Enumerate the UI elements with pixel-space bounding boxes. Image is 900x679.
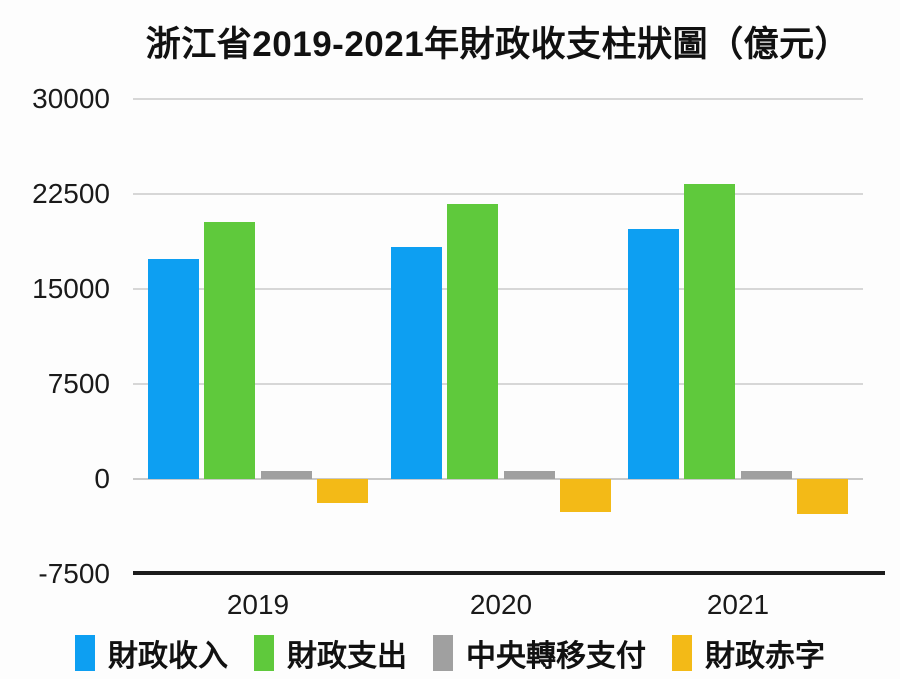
legend-swatch-中央轉移支付 xyxy=(433,635,453,671)
x-tick-label-2021: 2021 xyxy=(706,589,770,620)
bar-group-2020 xyxy=(391,99,611,574)
bar-group-2021 xyxy=(628,99,848,574)
legend-swatch-財政收入 xyxy=(75,635,95,671)
bar-財政收入-2021 xyxy=(628,229,679,479)
x-tick-label-2019: 2019 xyxy=(226,589,290,620)
legend: 財政收入 財政支出 中央轉移支付 財政赤字 xyxy=(0,631,900,675)
gridline-0 xyxy=(133,478,863,480)
gridline-22500 xyxy=(133,193,863,195)
chart-title: 浙江省2019-2021年財政收支柱狀圖（億元） xyxy=(145,25,851,64)
bar-財政赤字-2020 xyxy=(559,479,611,512)
y-tick-label--7500: -7500 xyxy=(38,558,110,589)
bar-中央轉移支付-2019 xyxy=(260,471,312,479)
y-tick-label-22500: 22500 xyxy=(32,178,110,209)
bar-group-2019 xyxy=(148,99,368,574)
legend-swatch-財政赤字 xyxy=(672,635,692,671)
legend-label-財政支出: 財政支出 xyxy=(287,640,407,673)
y-tick-label-15000: 15000 xyxy=(32,273,110,304)
y-tick-label-30000: 30000 xyxy=(32,83,110,114)
legend-label-財政赤字: 財政赤字 xyxy=(705,640,825,673)
x-axis-baseline xyxy=(133,571,885,575)
y-tick-label-0: 0 xyxy=(94,463,110,494)
bar-財政收入-2020 xyxy=(391,247,442,479)
legend-swatch-財政支出 xyxy=(254,635,274,671)
bar-財政赤字-2021 xyxy=(796,479,848,515)
bar-中央轉移支付-2020 xyxy=(503,470,555,479)
legend-item-財政赤字: 財政赤字 xyxy=(672,631,825,675)
bar-財政支出-2020 xyxy=(447,204,499,479)
gridline-30000 xyxy=(133,98,863,100)
legend-label-財政收入: 財政收入 xyxy=(108,640,228,673)
bar-中央轉移支付-2021 xyxy=(740,470,792,479)
y-tick-label-7500: 7500 xyxy=(47,368,110,399)
bar-財政支出-2019 xyxy=(204,221,256,479)
legend-item-財政支出: 財政支出 xyxy=(254,631,407,675)
bar-財政支出-2021 xyxy=(684,183,736,479)
legend-item-中央轉移支付: 中央轉移支付 xyxy=(433,631,646,675)
bar-財政收入-2019 xyxy=(148,258,199,479)
x-tick-label-2020: 2020 xyxy=(469,589,533,620)
plot-area xyxy=(133,98,885,575)
legend-item-財政收入: 財政收入 xyxy=(75,631,228,675)
bar-財政赤字-2019 xyxy=(316,479,368,504)
legend-label-中央轉移支付: 中央轉移支付 xyxy=(466,640,646,673)
